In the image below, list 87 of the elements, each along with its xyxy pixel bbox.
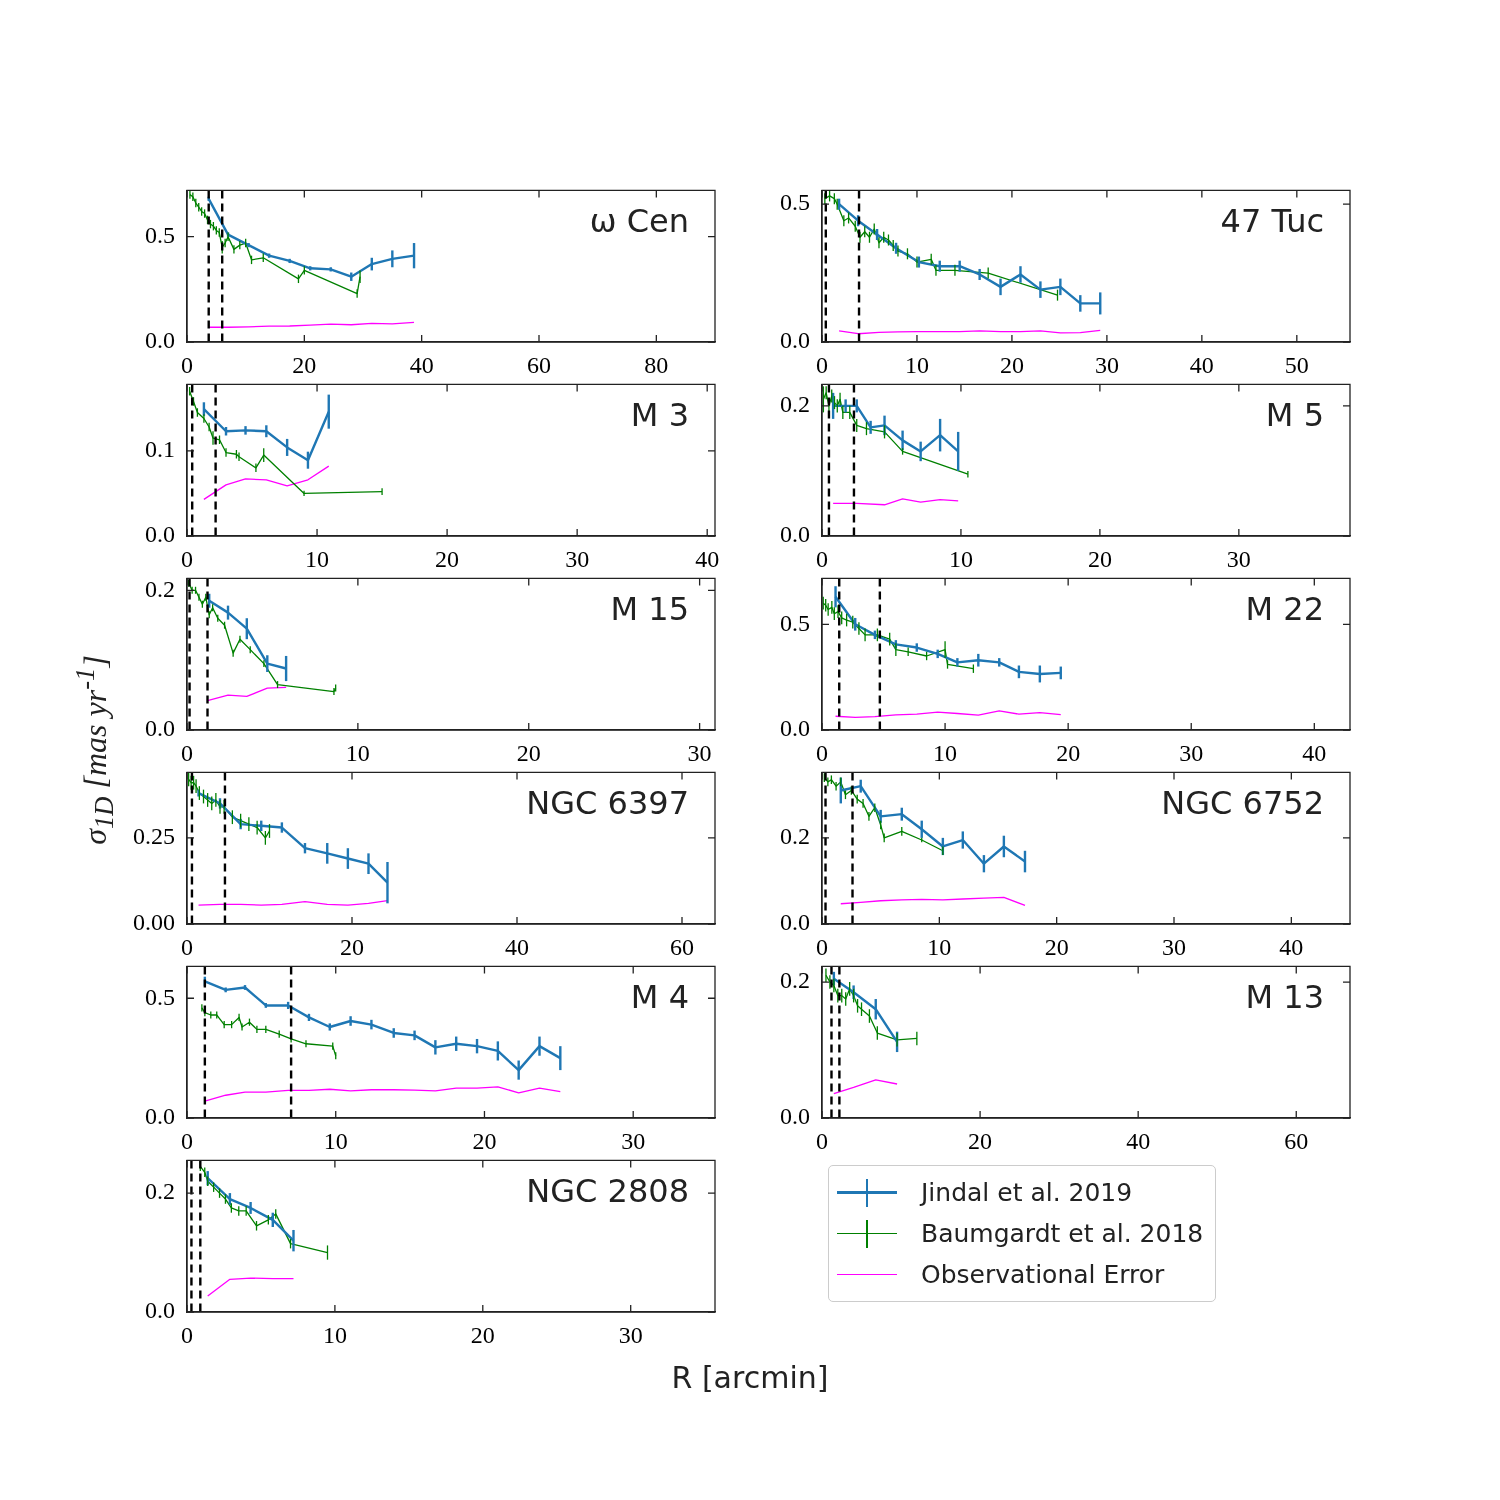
y-tick-label: 0.0 (145, 327, 175, 354)
x-tick-label: 0 (181, 933, 193, 960)
x-tick-label: 40 (695, 545, 720, 572)
x-tick-label: 20 (1056, 739, 1081, 766)
y-tick-label: 0.0 (145, 1297, 175, 1324)
annotation: ω Cen (589, 202, 689, 241)
x-tick-label: 30 (1226, 545, 1251, 572)
y-tick-label: 0.0 (780, 521, 810, 548)
x-tick-label: 0 (816, 1127, 828, 1154)
x-tick-label: 30 (618, 1321, 643, 1348)
x-tick-label: 40 (1126, 1127, 1151, 1154)
y-tick-label: 0.25 (133, 823, 175, 850)
x-tick-label: 40 (1302, 739, 1327, 766)
x-axis-title: R [arcmin] (671, 1359, 829, 1395)
y-tick-label: 0.2 (145, 575, 175, 602)
y-tick-label: 0.2 (780, 967, 810, 994)
x-tick-label: 60 (527, 351, 551, 378)
x-tick-label: 30 (1179, 739, 1204, 766)
y-tick-label: 0.5 (780, 189, 810, 216)
y-tick-label: 0.0 (780, 715, 810, 742)
x-tick-label: 0 (816, 545, 828, 572)
y-tick-label: 0.0 (780, 1103, 810, 1130)
y-tick-label: 0.2 (780, 391, 810, 418)
x-tick-label: 0 (181, 351, 193, 378)
x-tick-label: 30 (621, 1127, 646, 1154)
y-tick-label: 0.0 (780, 327, 810, 354)
x-tick-label: 40 (1279, 933, 1304, 960)
x-tick-label: 50 (1284, 351, 1309, 378)
x-tick-label: 10 (345, 739, 370, 766)
x-tick-label: 10 (927, 933, 952, 960)
x-tick-label: 10 (322, 1321, 347, 1348)
annotation: M 13 (1245, 978, 1324, 1017)
annotation: NGC 2808 (526, 1172, 689, 1211)
x-tick-label: 20 (292, 351, 317, 378)
annotation: M 4 (630, 978, 689, 1017)
x-tick-label: 0 (181, 739, 193, 766)
annotation: NGC 6752 (1161, 784, 1324, 823)
x-tick-label: 80 (644, 351, 669, 378)
x-tick-label: 0 (181, 545, 193, 572)
x-tick-label: 0 (181, 1321, 193, 1348)
y-tick-label: 0.2 (145, 1178, 175, 1205)
x-tick-label: 10 (305, 545, 330, 572)
y-tick-label: 0.5 (780, 609, 810, 636)
x-tick-label: 0 (816, 739, 828, 766)
x-tick-label: 20 (472, 1127, 497, 1154)
annotation: M 3 (630, 396, 689, 435)
y-tick-label: 0.1 (145, 436, 175, 463)
x-tick-label: 40 (409, 351, 434, 378)
x-tick-label: 60 (1284, 1127, 1309, 1154)
annotation: M 22 (1245, 590, 1324, 629)
y-tick-label: 0.0 (145, 1103, 175, 1130)
x-tick-label: 10 (904, 351, 929, 378)
annotation: NGC 6397 (526, 784, 689, 823)
x-tick-label: 0 (816, 933, 828, 960)
x-tick-label: 20 (1087, 545, 1112, 572)
x-tick-label: 0 (181, 1127, 193, 1154)
legend-label: Baumgardt et al. 2018 (921, 1219, 1204, 1248)
x-tick-label: 20 (968, 1127, 993, 1154)
x-tick-label: 20 (516, 739, 541, 766)
x-tick-label: 10 (933, 739, 958, 766)
x-tick-label: 20 (1044, 933, 1069, 960)
annotation: M 15 (610, 590, 689, 629)
x-tick-label: 20 (470, 1321, 495, 1348)
y-tick-label: 0.0 (145, 715, 175, 742)
x-tick-label: 10 (948, 545, 973, 572)
annotation: M 5 (1265, 396, 1324, 435)
x-tick-label: 30 (565, 545, 590, 572)
y-tick-label: 0.5 (145, 222, 175, 249)
annotation: 47 Tuc (1220, 202, 1324, 241)
y-tick-label: 0.0 (780, 909, 810, 936)
x-tick-label: 10 (323, 1127, 348, 1154)
x-tick-label: 30 (1162, 933, 1186, 960)
x-tick-label: 60 (670, 933, 694, 960)
y-tick-label: 0.2 (780, 823, 810, 850)
y-tick-label: 0.5 (145, 983, 175, 1010)
x-tick-label: 30 (687, 739, 712, 766)
y-tick-label: 0.00 (133, 909, 175, 936)
x-tick-label: 0 (816, 351, 828, 378)
x-tick-label: 20 (999, 351, 1024, 378)
x-tick-label: 30 (1094, 351, 1119, 378)
x-tick-label: 20 (435, 545, 460, 572)
legend-label: Observational Error (921, 1260, 1165, 1289)
legend-label: Jindal et al. 2019 (921, 1178, 1133, 1207)
y-tick-label: 0.0 (145, 521, 175, 548)
x-tick-label: 20 (340, 933, 364, 960)
x-tick-label: 40 (505, 933, 529, 960)
x-tick-label: 40 (1189, 351, 1214, 378)
